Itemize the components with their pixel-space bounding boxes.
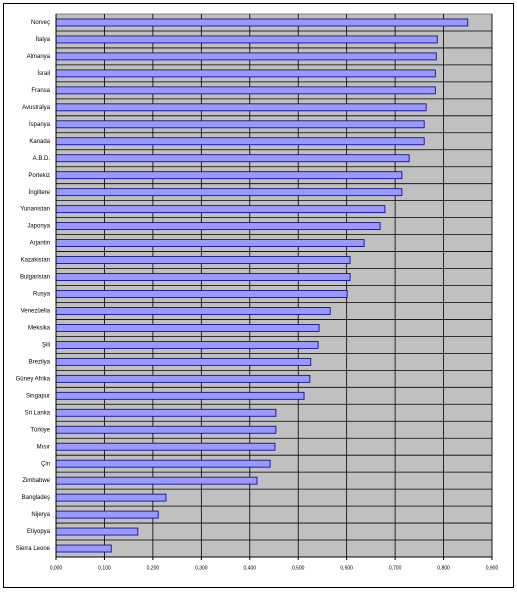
y-tick-label: Kazakistan [21, 258, 50, 264]
x-tick-label: 0,800 [437, 565, 450, 571]
y-tick-label: Avustralya [22, 105, 51, 111]
bar [55, 493, 167, 502]
bar [55, 18, 469, 27]
bar [55, 459, 271, 468]
y-tick-label: Venezüella [21, 309, 51, 315]
bar [55, 425, 277, 434]
bar [55, 171, 403, 180]
bar [55, 307, 331, 315]
y-tick-label: Yunanistan [20, 207, 50, 213]
bar [55, 290, 348, 298]
y-tick-label: Nijerya [31, 512, 50, 518]
bar [55, 154, 410, 163]
y-tick-label: Fransa [31, 88, 50, 94]
bar [55, 374, 311, 383]
y-tick-label: Kanada [29, 139, 50, 145]
y-tick-label: Japonya [27, 224, 50, 230]
x-tick-label: 0,300 [195, 565, 208, 571]
y-tick-label: Norveç [31, 20, 50, 26]
bar [55, 103, 427, 112]
x-tick-label: 0,200 [147, 565, 160, 571]
x-tick-label: 0,000 [50, 565, 63, 571]
x-tick-label: 0,900 [486, 565, 499, 571]
bar [55, 476, 258, 485]
y-tick-label: Portekiz [28, 173, 50, 179]
bar [55, 35, 438, 44]
y-tick-label: Rusya [33, 292, 51, 298]
x-tick-label: 0,100 [98, 565, 111, 571]
bar [55, 120, 425, 129]
bar [55, 256, 351, 264]
y-tick-label: Bulgaristan [20, 275, 50, 281]
bar [55, 205, 386, 214]
y-tick-label: İsrail [37, 70, 50, 77]
y-tick-label: Zimbabwe [22, 478, 50, 484]
y-tick-label: Arjantin [30, 241, 50, 247]
x-tick-label: 0,400 [244, 565, 257, 571]
y-tick-label: Singapur [26, 393, 50, 399]
bar [55, 324, 320, 332]
y-tick-label: Türkiye [30, 427, 50, 433]
x-tick-label: 0,600 [340, 565, 353, 571]
y-tick-label: İspanya [29, 121, 51, 128]
bar [55, 222, 381, 231]
bar [55, 52, 437, 61]
y-tick-label: Güney Afrika [16, 376, 51, 382]
y-tick-label: A.B.D. [33, 156, 51, 162]
y-tick-label: Brezilya [29, 359, 51, 365]
y-tick-label: Almanya [27, 54, 51, 60]
bar [55, 442, 276, 451]
y-tick-label: Bangladeş [22, 495, 50, 501]
y-tick-label: Mısır [37, 444, 50, 450]
bar [55, 86, 436, 95]
bar [55, 69, 436, 78]
bar [55, 137, 425, 146]
x-tick-label: 0,500 [292, 565, 305, 571]
y-tick-label: Sri Lanka [25, 410, 51, 416]
y-tick-label: Sierra Leone [16, 546, 51, 552]
y-tick-label: Meksika [28, 326, 51, 332]
y-tick-label: İtalya [36, 36, 51, 43]
y-tick-label: Etiyopya [27, 529, 51, 535]
bar [55, 510, 159, 519]
bar [55, 527, 139, 536]
bar [55, 391, 305, 400]
y-tick-label: Çin [41, 461, 50, 467]
bar [55, 340, 319, 349]
x-tick-label: 0,700 [389, 565, 402, 571]
bar [55, 408, 277, 417]
y-tick-label: Şili [42, 342, 50, 348]
bar [55, 357, 312, 366]
bar [55, 544, 112, 553]
bar [55, 188, 403, 197]
bar [55, 239, 365, 247]
bar [55, 273, 351, 281]
y-tick-label: İngiltere [29, 189, 51, 196]
